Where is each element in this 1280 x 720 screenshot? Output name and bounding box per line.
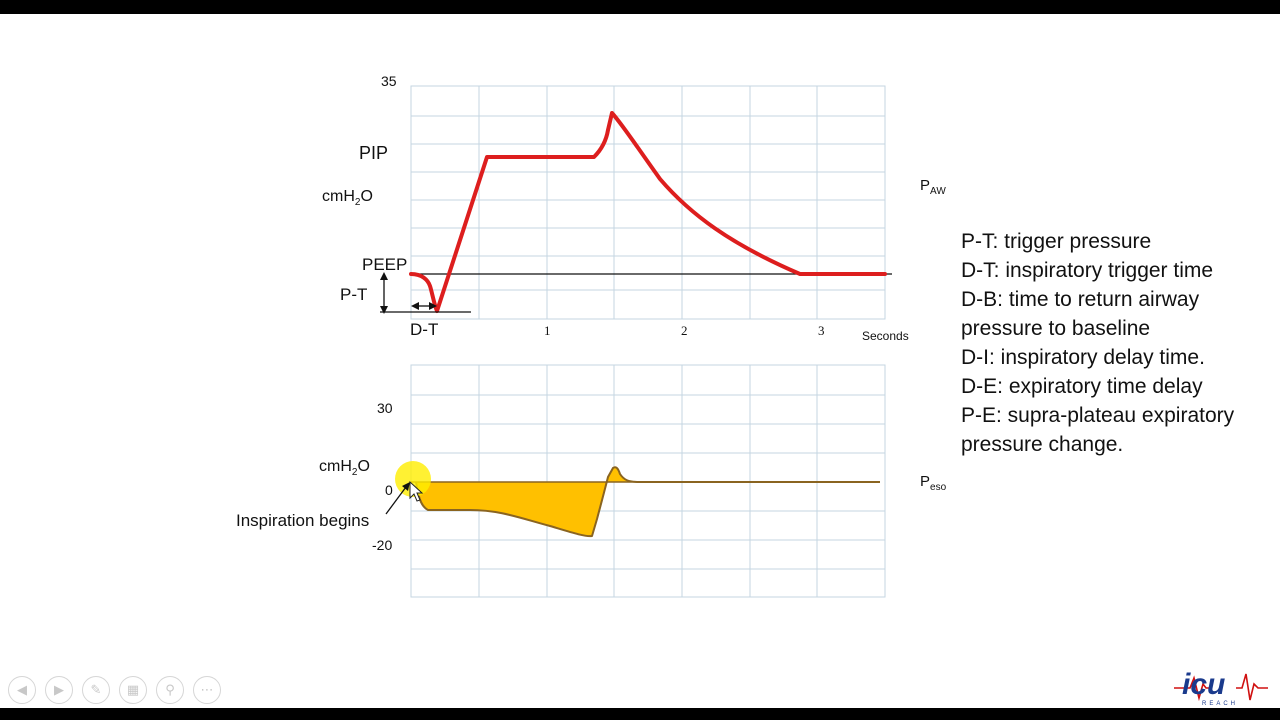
legend-line: D-I: inspiratory delay time. [961,346,1205,369]
logo-subtext: REACH [1202,701,1238,707]
waveform-diagram: 35 PIP cmH2O PEEP P-T D-T 1 2 3 Seconds … [236,73,947,598]
legend-line: pressure to baseline [961,317,1151,340]
dt-arrow-head-right [429,302,437,310]
lower-tick-30: 30 [377,400,393,416]
pen-icon[interactable]: ✎ [82,676,110,704]
logo-text: icu [1182,668,1225,701]
x-axis-label: Seconds [862,329,909,343]
pip-label: PIP [359,143,388,163]
upper-unit-label: cmH2O [322,188,373,208]
paw-series-label: PAW [920,177,946,197]
lower-tick-0: 0 [385,482,393,498]
legend-line: D-B: time to return airway [961,288,1200,311]
inspiration-arrow-head [402,482,410,491]
esophageal-pressure-waveform [415,466,880,538]
upper-grid [410,85,886,320]
legend-line: D-T: inspiratory trigger time [961,259,1214,282]
cursor-highlight [395,461,431,497]
lower-unit-label: cmH2O [319,458,370,478]
peep-label: PEEP [362,255,407,274]
dt-label: D-T [410,320,438,339]
more-icon[interactable]: ⋯ [193,676,221,704]
x-tick-3: 3 [818,323,825,338]
pt-arrow-head-up [380,272,388,280]
mouse-pointer-icon [409,480,424,502]
next-icon[interactable]: ▶ [45,676,73,704]
logo-heartbeat [1174,675,1212,702]
slide: 35 PIP cmH2O PEEP P-T D-T 1 2 3 Seconds … [0,14,1280,708]
upper-grid-frame [410,85,886,320]
logo-heartbeat-right [1236,673,1268,701]
inspiration-begins-label: Inspiration begins [236,511,369,530]
x-tick-1: 1 [544,323,551,338]
peso-series-label: Peso [920,473,947,493]
inspiration-arrow-line [385,486,407,515]
x-tick-2: 2 [681,323,688,338]
legend-line: P-E: supra-plateau expiratory [961,404,1235,427]
legend-line: pressure change. [961,433,1124,456]
upper-top-tick: 35 [381,73,397,89]
zoom-icon[interactable]: ⚲ [156,676,184,704]
lower-tick-neg20: -20 [372,537,392,553]
slides-icon[interactable]: ▦ [119,676,147,704]
icu-reach-logo: icu REACH [1174,668,1268,707]
legend-line: P-T: trigger pressure [961,230,1152,253]
legend-line: D-E: expiratory time delay [961,375,1203,398]
slideshow-toolbar: ◀ ▶ ✎ ▦ ⚲ ⋯ [8,676,221,706]
pt-label: P-T [340,285,367,304]
previous-icon[interactable]: ◀ [8,676,36,704]
airway-pressure-waveform [409,111,887,313]
dt-arrow-head-left [411,302,419,310]
definitions-legend: P-T: trigger pressure D-T: inspiratory t… [961,227,1261,459]
esophageal-pressure-area [411,467,880,537]
pt-arrow-head-down [380,306,388,314]
